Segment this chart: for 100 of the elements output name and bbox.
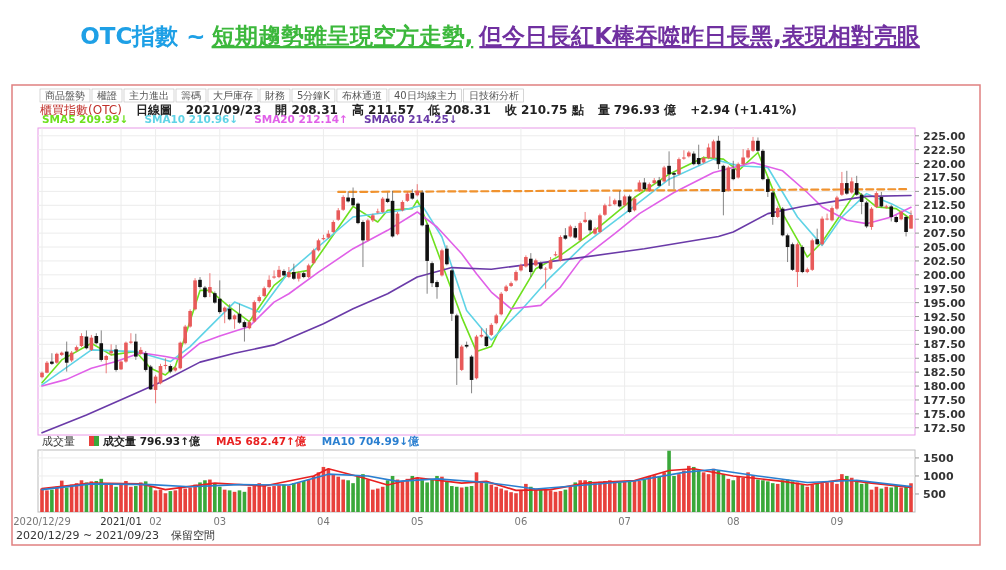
text: 40日均線主力 (393, 90, 457, 101)
candlestick (208, 272, 212, 298)
text: 日技術分析 (468, 90, 519, 101)
candlestick (731, 160, 736, 181)
y-tick-label: 187.50 (923, 338, 966, 352)
candlestick (366, 218, 370, 242)
candlestick (445, 244, 449, 266)
bar (454, 486, 459, 512)
x-tick-label: 05 (410, 516, 424, 527)
bar (770, 483, 775, 512)
bar (845, 475, 849, 512)
text: 2021/09/23 (185, 103, 262, 117)
bar (691, 466, 696, 512)
bar (134, 486, 138, 512)
candlestick (129, 332, 133, 345)
bar (657, 476, 661, 512)
text: 權證 (97, 90, 117, 101)
bar (533, 488, 538, 512)
candlestick (188, 308, 192, 329)
bar (336, 476, 341, 512)
bar (138, 482, 143, 512)
y-tick-label: 175.00 (923, 407, 966, 421)
candlestick (479, 327, 484, 339)
x-tick-label: 04 (317, 516, 330, 527)
candlestick (109, 343, 113, 356)
candlestick (840, 171, 844, 197)
text: 5分鐘K (297, 90, 331, 101)
x-tick-label: 06 (514, 516, 528, 527)
x-tick-label: 07 (618, 516, 631, 527)
candlestick (282, 268, 286, 277)
y-tick-label: 225.00 (923, 129, 966, 143)
candlestick (741, 148, 745, 166)
candlestick (134, 333, 138, 361)
bar (810, 484, 815, 512)
bar (287, 485, 291, 512)
candlestick (104, 354, 108, 374)
x-tick-label: 08 (726, 516, 740, 527)
bar (217, 486, 222, 512)
candlestick (909, 210, 913, 230)
bar (849, 477, 854, 512)
y-tick-label: 205.00 (923, 241, 966, 255)
x-tick-label: 02 (149, 516, 162, 527)
bar (899, 487, 903, 512)
candlestick (682, 149, 686, 161)
bar (612, 481, 617, 512)
y-tick-label: 195.00 (923, 296, 966, 310)
bar (440, 476, 444, 512)
line-series (41, 194, 912, 434)
headline: OTC指數 ~ 短期趨勢雖呈現空方走勢, 但今日長紅K棒吞噬昨日長黑,表現相對亮眼 (80, 23, 920, 49)
candlestick (543, 266, 548, 290)
text: 收 210.75 點 (504, 103, 584, 117)
y-tick-label: 215.00 (923, 185, 966, 199)
text: 大戶庫存 (213, 90, 253, 101)
candlestick (509, 281, 513, 288)
bar (292, 483, 296, 512)
candlestick (499, 291, 503, 316)
text: 財務 (265, 90, 285, 101)
bar (282, 484, 286, 512)
y-tick-label: 197.50 (923, 282, 966, 296)
y-tick-label: 200.00 (923, 268, 966, 282)
y-tick-label: 500 (923, 487, 947, 501)
bar (573, 482, 578, 512)
x-tick-label: 03 (213, 516, 227, 527)
candlestick (578, 221, 582, 242)
bar (588, 481, 592, 512)
text: +2.94 (+1.41%) (690, 103, 797, 117)
y-tick-label: 192.50 (923, 310, 966, 324)
y-tick-label: 1000 (923, 469, 954, 483)
bar (889, 487, 894, 512)
candlestick (766, 177, 770, 198)
candlestick (50, 352, 54, 366)
y-tick-label: 172.50 (923, 421, 966, 435)
candlestick (124, 341, 128, 364)
text: 量 796.93 億 (596, 103, 678, 117)
bar (815, 483, 819, 512)
candlestick (904, 214, 908, 237)
text: MA10 704.99↓億 (321, 435, 420, 447)
text: 日線圖 (135, 103, 172, 117)
text: 2020/12/29 ~ 2021/09/23 (16, 529, 160, 542)
candlestick (183, 324, 187, 345)
text: 主力進出 (129, 90, 169, 101)
y-tick-label: 217.50 (923, 171, 966, 185)
candlestick (529, 252, 533, 278)
candlestick (99, 330, 104, 362)
candlestick (287, 266, 291, 279)
y-tick-label: 1500 (923, 451, 954, 465)
bar (257, 483, 262, 512)
chart-title: 成交量 (42, 435, 75, 447)
bar (904, 486, 908, 512)
candlestick (114, 344, 118, 372)
bar (652, 475, 657, 512)
candlestick (845, 170, 849, 196)
bar (99, 478, 104, 512)
y-tick-label: 177.50 (923, 393, 966, 407)
y-tick-label: 182.50 (923, 366, 966, 380)
bar (662, 472, 666, 512)
bar (50, 489, 54, 512)
text: 布林通道 (341, 90, 382, 101)
y-tick-label: 190.00 (923, 324, 966, 338)
bar (114, 486, 118, 512)
